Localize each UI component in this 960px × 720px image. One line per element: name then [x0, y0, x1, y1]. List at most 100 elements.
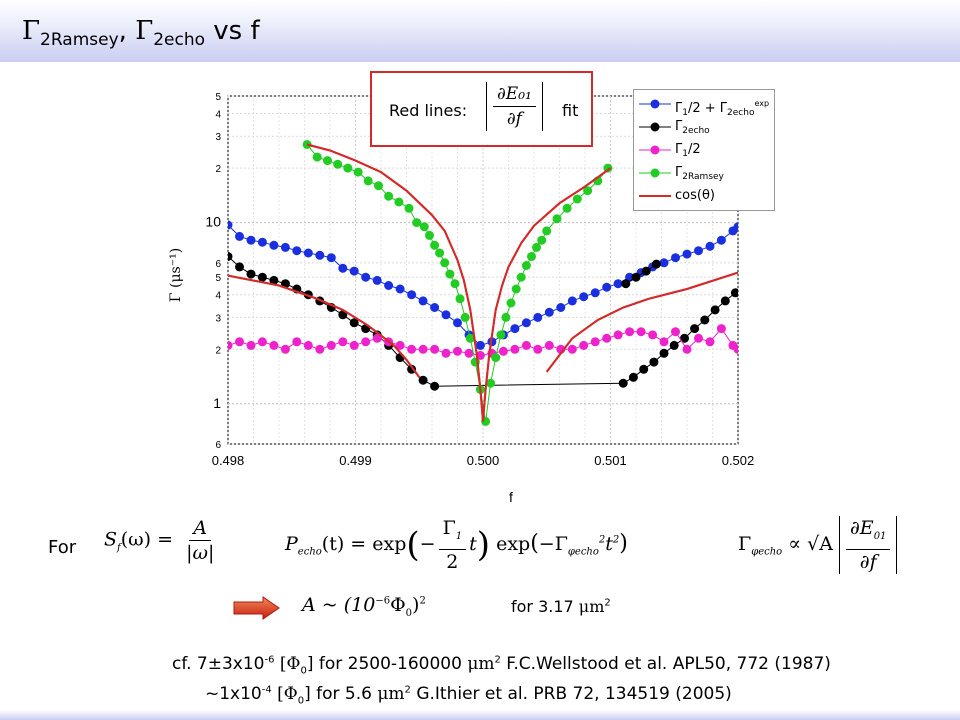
data-point: [716, 235, 726, 245]
data-point: [533, 312, 543, 322]
fit-curve-top: [306, 143, 484, 422]
sf-lhs-sub: f: [117, 542, 121, 554]
data-point: [621, 279, 631, 289]
series-line: [228, 327, 738, 356]
pecho-mid: exp: [496, 532, 531, 555]
data-point: [228, 340, 233, 350]
y-tick-label: 1: [213, 395, 221, 411]
y-tick-label: 4: [215, 291, 221, 302]
data-point: [440, 258, 450, 268]
data-point: [407, 290, 417, 300]
data-point: [441, 348, 451, 358]
data-point: [618, 378, 628, 388]
gphi-lhs-sub: φecho: [751, 546, 783, 558]
x-tick-label: 0.502: [722, 453, 755, 468]
data-point: [361, 272, 371, 282]
data-point: [733, 222, 738, 232]
ref1-unit: μm: [467, 654, 495, 674]
data-point: [407, 344, 417, 354]
gphi-den: ∂f: [859, 550, 877, 573]
pecho-t2: t: [605, 532, 613, 555]
data-point: [613, 330, 623, 340]
data-point: [326, 253, 336, 263]
data-point: [292, 246, 302, 256]
ref2-pre: ~1x10: [205, 684, 262, 704]
pecho-neg-sup: 2: [598, 534, 606, 546]
data-point: [639, 364, 649, 374]
sf-lhs: S: [104, 528, 118, 551]
data-point: [641, 266, 651, 276]
data-point: [625, 327, 635, 337]
data-point: [720, 296, 730, 306]
sf-num: A: [189, 516, 212, 541]
gamma-phi-equation: Γφecho ∝ √A ∂E01 ∂f: [738, 516, 898, 574]
data-point: [453, 346, 462, 356]
y-tick-label: 2: [215, 345, 221, 356]
red-lines-label: Red lines:: [389, 101, 468, 120]
data-point: [441, 310, 451, 320]
data-point: [690, 324, 700, 334]
slide-title: Γ2Ramsey, Γ2echo vs f: [22, 16, 260, 50]
legend-entry: Γ2echo: [637, 118, 773, 136]
bottom-band: [0, 710, 960, 720]
data-point: [562, 203, 572, 213]
x-tick-label: 0.499: [339, 453, 372, 468]
reference-line-1: cf. 7±3x10-6 [Φ0] for 2500-160000 μm2 F.…: [172, 654, 831, 676]
fit-curve-top: [228, 274, 421, 378]
a-close-sup: 2: [419, 595, 426, 607]
data-point: [269, 240, 279, 250]
data-point: [372, 333, 382, 343]
ref2-unit: μm: [377, 684, 405, 704]
data-point: [537, 235, 547, 245]
pecho-neg-sub: φecho: [567, 546, 599, 558]
legend-label: Γ2echo: [675, 119, 710, 136]
ref1-mid: [Φ: [274, 654, 301, 674]
data-point: [682, 249, 692, 259]
data-point: [694, 333, 703, 343]
data-point: [475, 340, 485, 350]
ref1-mid-sub: 0: [300, 665, 307, 677]
chart-legend: Γ1/2 + Γ2echoexp Γ2echo Γ1/2 Γ2Ramsey cos(θ): [633, 89, 775, 211]
data-point: [460, 312, 470, 322]
legend-label: Γ1/2: [675, 142, 701, 159]
data-point: [257, 337, 267, 347]
series-group: [228, 140, 738, 426]
data-point: [404, 203, 414, 213]
data-point: [407, 364, 417, 374]
ref2-unit-sup: 2: [404, 684, 411, 696]
data-point: [430, 381, 440, 391]
ref1-pre: cf. 7±3x10: [172, 654, 265, 674]
a-approx-equation: A ~ (10−6Φ0)2: [302, 594, 426, 619]
data-point: [631, 272, 641, 282]
data-point: [671, 327, 680, 337]
data-point: [511, 284, 521, 294]
for-area-unit-sup: 2: [604, 597, 611, 609]
data-point: [567, 296, 577, 306]
legend-marker: [639, 122, 671, 132]
data-point: [533, 344, 543, 354]
data-point: [280, 242, 290, 252]
data-point: [246, 269, 256, 279]
red-lines-suffix: fit: [562, 101, 579, 120]
data-point: [445, 269, 455, 279]
fit-curve-top: [545, 271, 738, 373]
data-point: [333, 159, 343, 169]
data-point: [544, 307, 554, 317]
data-point: [384, 191, 394, 201]
data-point: [648, 330, 658, 340]
red-lines-callout: Red lines: ∂E₀₁ ∂f fit: [370, 71, 593, 147]
y-tick-label: 6: [215, 440, 221, 451]
sf-equation: Sf(ω) = A |ω|: [104, 516, 221, 565]
ref2-mid: [Φ: [271, 684, 298, 704]
data-point: [349, 340, 359, 350]
data-point: [418, 344, 428, 354]
data-point: [682, 344, 692, 354]
gphi-lhs: Γ: [738, 532, 752, 555]
data-point: [532, 242, 541, 252]
data-point: [455, 294, 465, 304]
a-lhs: A ~ (10: [302, 594, 376, 616]
data-point: [680, 333, 689, 343]
data-point: [542, 226, 552, 236]
data-point: [475, 350, 485, 360]
data-point: [659, 348, 669, 358]
